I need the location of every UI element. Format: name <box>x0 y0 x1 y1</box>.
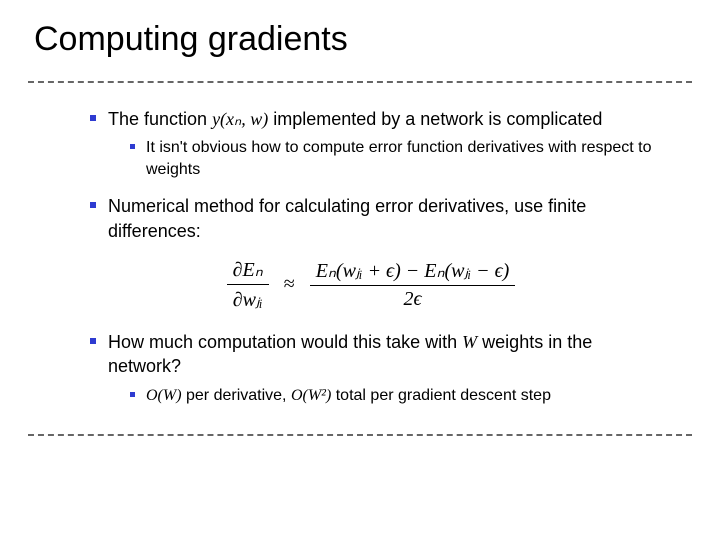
equation-rhs-num: Eₙ(wⱼᵢ + ϵ) − Eₙ(wⱼᵢ − ϵ) <box>310 258 516 286</box>
equation-rhs-den: 2ϵ <box>310 286 516 311</box>
bullet-3-sub: O(W) per derivative, O(W²) total per gra… <box>130 385 652 407</box>
bullet-1-sub: It isn't obvious how to compute error fu… <box>130 137 652 180</box>
divider-top <box>28 81 692 83</box>
bullet-1: The function y(xₙ, w) implemented by a n… <box>90 107 652 180</box>
slide-title: Computing gradients <box>34 20 692 59</box>
bullet-3: How much computation would this take wit… <box>90 330 652 406</box>
bullet-1-pre: The function <box>108 109 212 129</box>
equation-lhs-num: ∂Eₙ <box>227 257 269 285</box>
bullet-1-math: y(xₙ, w) <box>212 109 268 129</box>
bullet-3-sub-mid: per derivative, <box>182 387 291 404</box>
bullet-2: Numerical method for calculating error d… <box>90 194 652 243</box>
slide: Computing gradients The function y(xₙ, w… <box>0 0 720 540</box>
bullet-3-math: W <box>462 332 477 352</box>
bullet-3-sub-m2: O(W²) <box>291 387 331 404</box>
equation-lhs-den: ∂wⱼᵢ <box>227 285 269 312</box>
bullet-3-pre: How much computation would this take wit… <box>108 332 462 352</box>
equation-rhs: Eₙ(wⱼᵢ + ϵ) − Eₙ(wⱼᵢ − ϵ) 2ϵ <box>310 258 516 311</box>
bullet-list: The function y(xₙ, w) implemented by a n… <box>90 107 652 406</box>
equation-lhs: ∂Eₙ ∂wⱼᵢ <box>227 257 269 312</box>
bullet-1-post: implemented by a network is complicated <box>268 109 602 129</box>
bullet-3-sub-m1: O(W) <box>146 387 182 404</box>
bullet-3-sub-end: total per gradient descent step <box>331 387 551 404</box>
equation: ∂Eₙ ∂wⱼᵢ ≈ Eₙ(wⱼᵢ + ϵ) − Eₙ(wⱼᵢ − ϵ) 2ϵ <box>90 257 652 312</box>
equation-approx: ≈ <box>274 273 305 295</box>
slide-content: The function y(xₙ, w) implemented by a n… <box>28 101 692 406</box>
divider-bottom <box>28 434 692 436</box>
